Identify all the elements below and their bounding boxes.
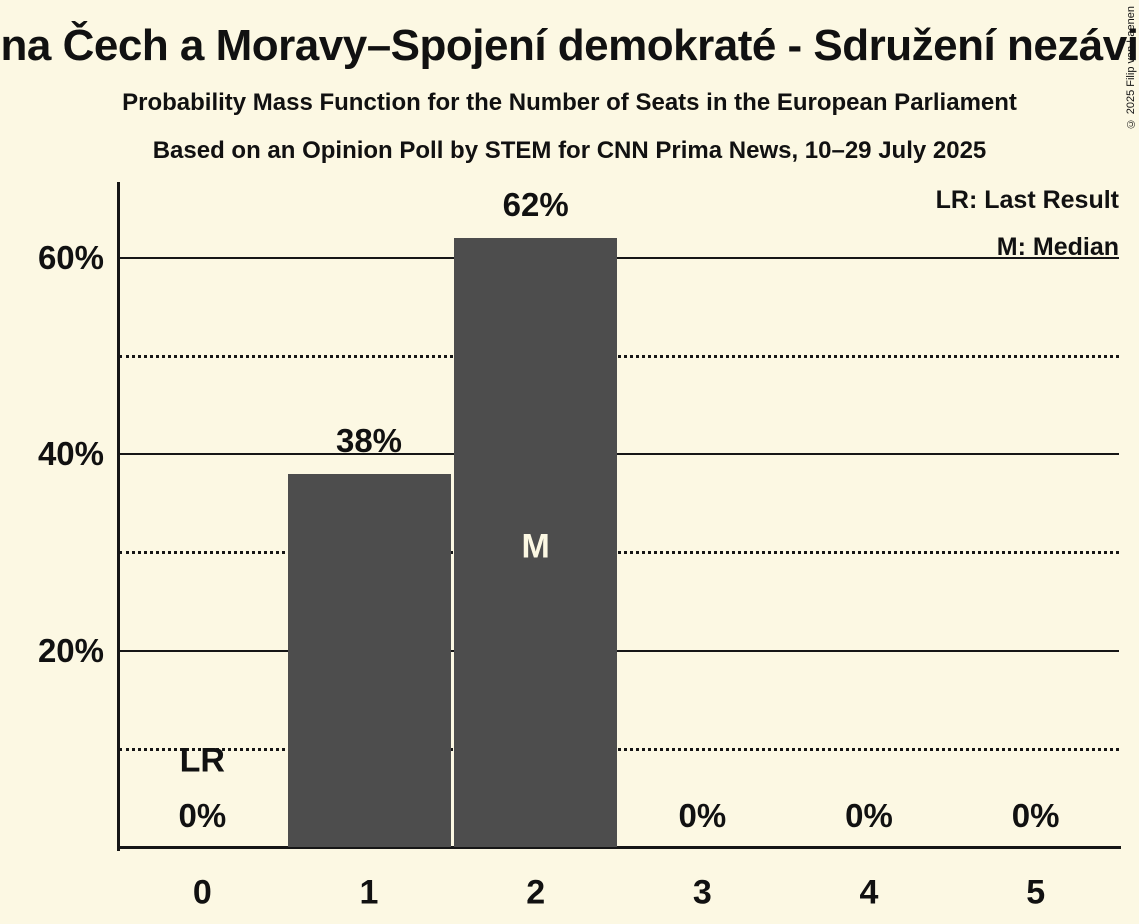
x-axis-tick-4: 4 bbox=[859, 873, 879, 912]
y-axis-tick-40%: 40% bbox=[37, 435, 104, 473]
median-marker: M bbox=[521, 527, 550, 566]
chart-subtitle-pmf: Probability Mass Function for the Number… bbox=[122, 89, 1017, 116]
y-axis-line bbox=[117, 182, 120, 851]
y-axis-tick-20%: 20% bbox=[37, 631, 104, 669]
chart-title: na Čech a Moravy–Spojení demokraté - Sdr… bbox=[0, 21, 1139, 70]
x-axis-tick-2: 2 bbox=[526, 873, 546, 912]
bar-value-label-seats-3: 0% bbox=[678, 797, 727, 834]
x-axis-tick-0: 0 bbox=[192, 873, 212, 912]
chart-subtitle-poll-source: Based on an Opinion Poll by STEM for CNN… bbox=[152, 137, 987, 164]
legend-last-result: LR: Last Result bbox=[935, 186, 1119, 214]
bar-seats-2 bbox=[454, 237, 618, 847]
x-axis-tick-3: 3 bbox=[692, 873, 712, 912]
gridline-dotted-50 bbox=[119, 354, 1119, 358]
bar-seats-1 bbox=[287, 473, 451, 847]
gridline-dotted-30 bbox=[119, 551, 1119, 555]
y-axis-tick-60%: 60% bbox=[37, 238, 104, 276]
gridline-solid-40 bbox=[119, 453, 1119, 456]
x-axis-tick-5: 5 bbox=[1026, 873, 1046, 912]
last-result-marker: LR bbox=[179, 741, 225, 780]
x-axis-tick-1: 1 bbox=[359, 873, 379, 912]
bar-value-label-seats-4: 0% bbox=[845, 797, 893, 834]
legend-median: M: Median bbox=[996, 233, 1119, 261]
x-axis-line bbox=[117, 846, 1121, 849]
gridline-solid-20 bbox=[119, 649, 1119, 652]
bar-value-label-seats-1: 38% bbox=[335, 421, 403, 459]
bar-value-label-seats-5: 0% bbox=[1011, 797, 1060, 834]
bar-value-label-seats-0: 0% bbox=[178, 797, 227, 834]
bar-value-label-seats-2: 62% bbox=[502, 185, 569, 223]
gridline-dotted-10 bbox=[119, 747, 1119, 751]
gridline-solid-60 bbox=[119, 256, 1119, 259]
